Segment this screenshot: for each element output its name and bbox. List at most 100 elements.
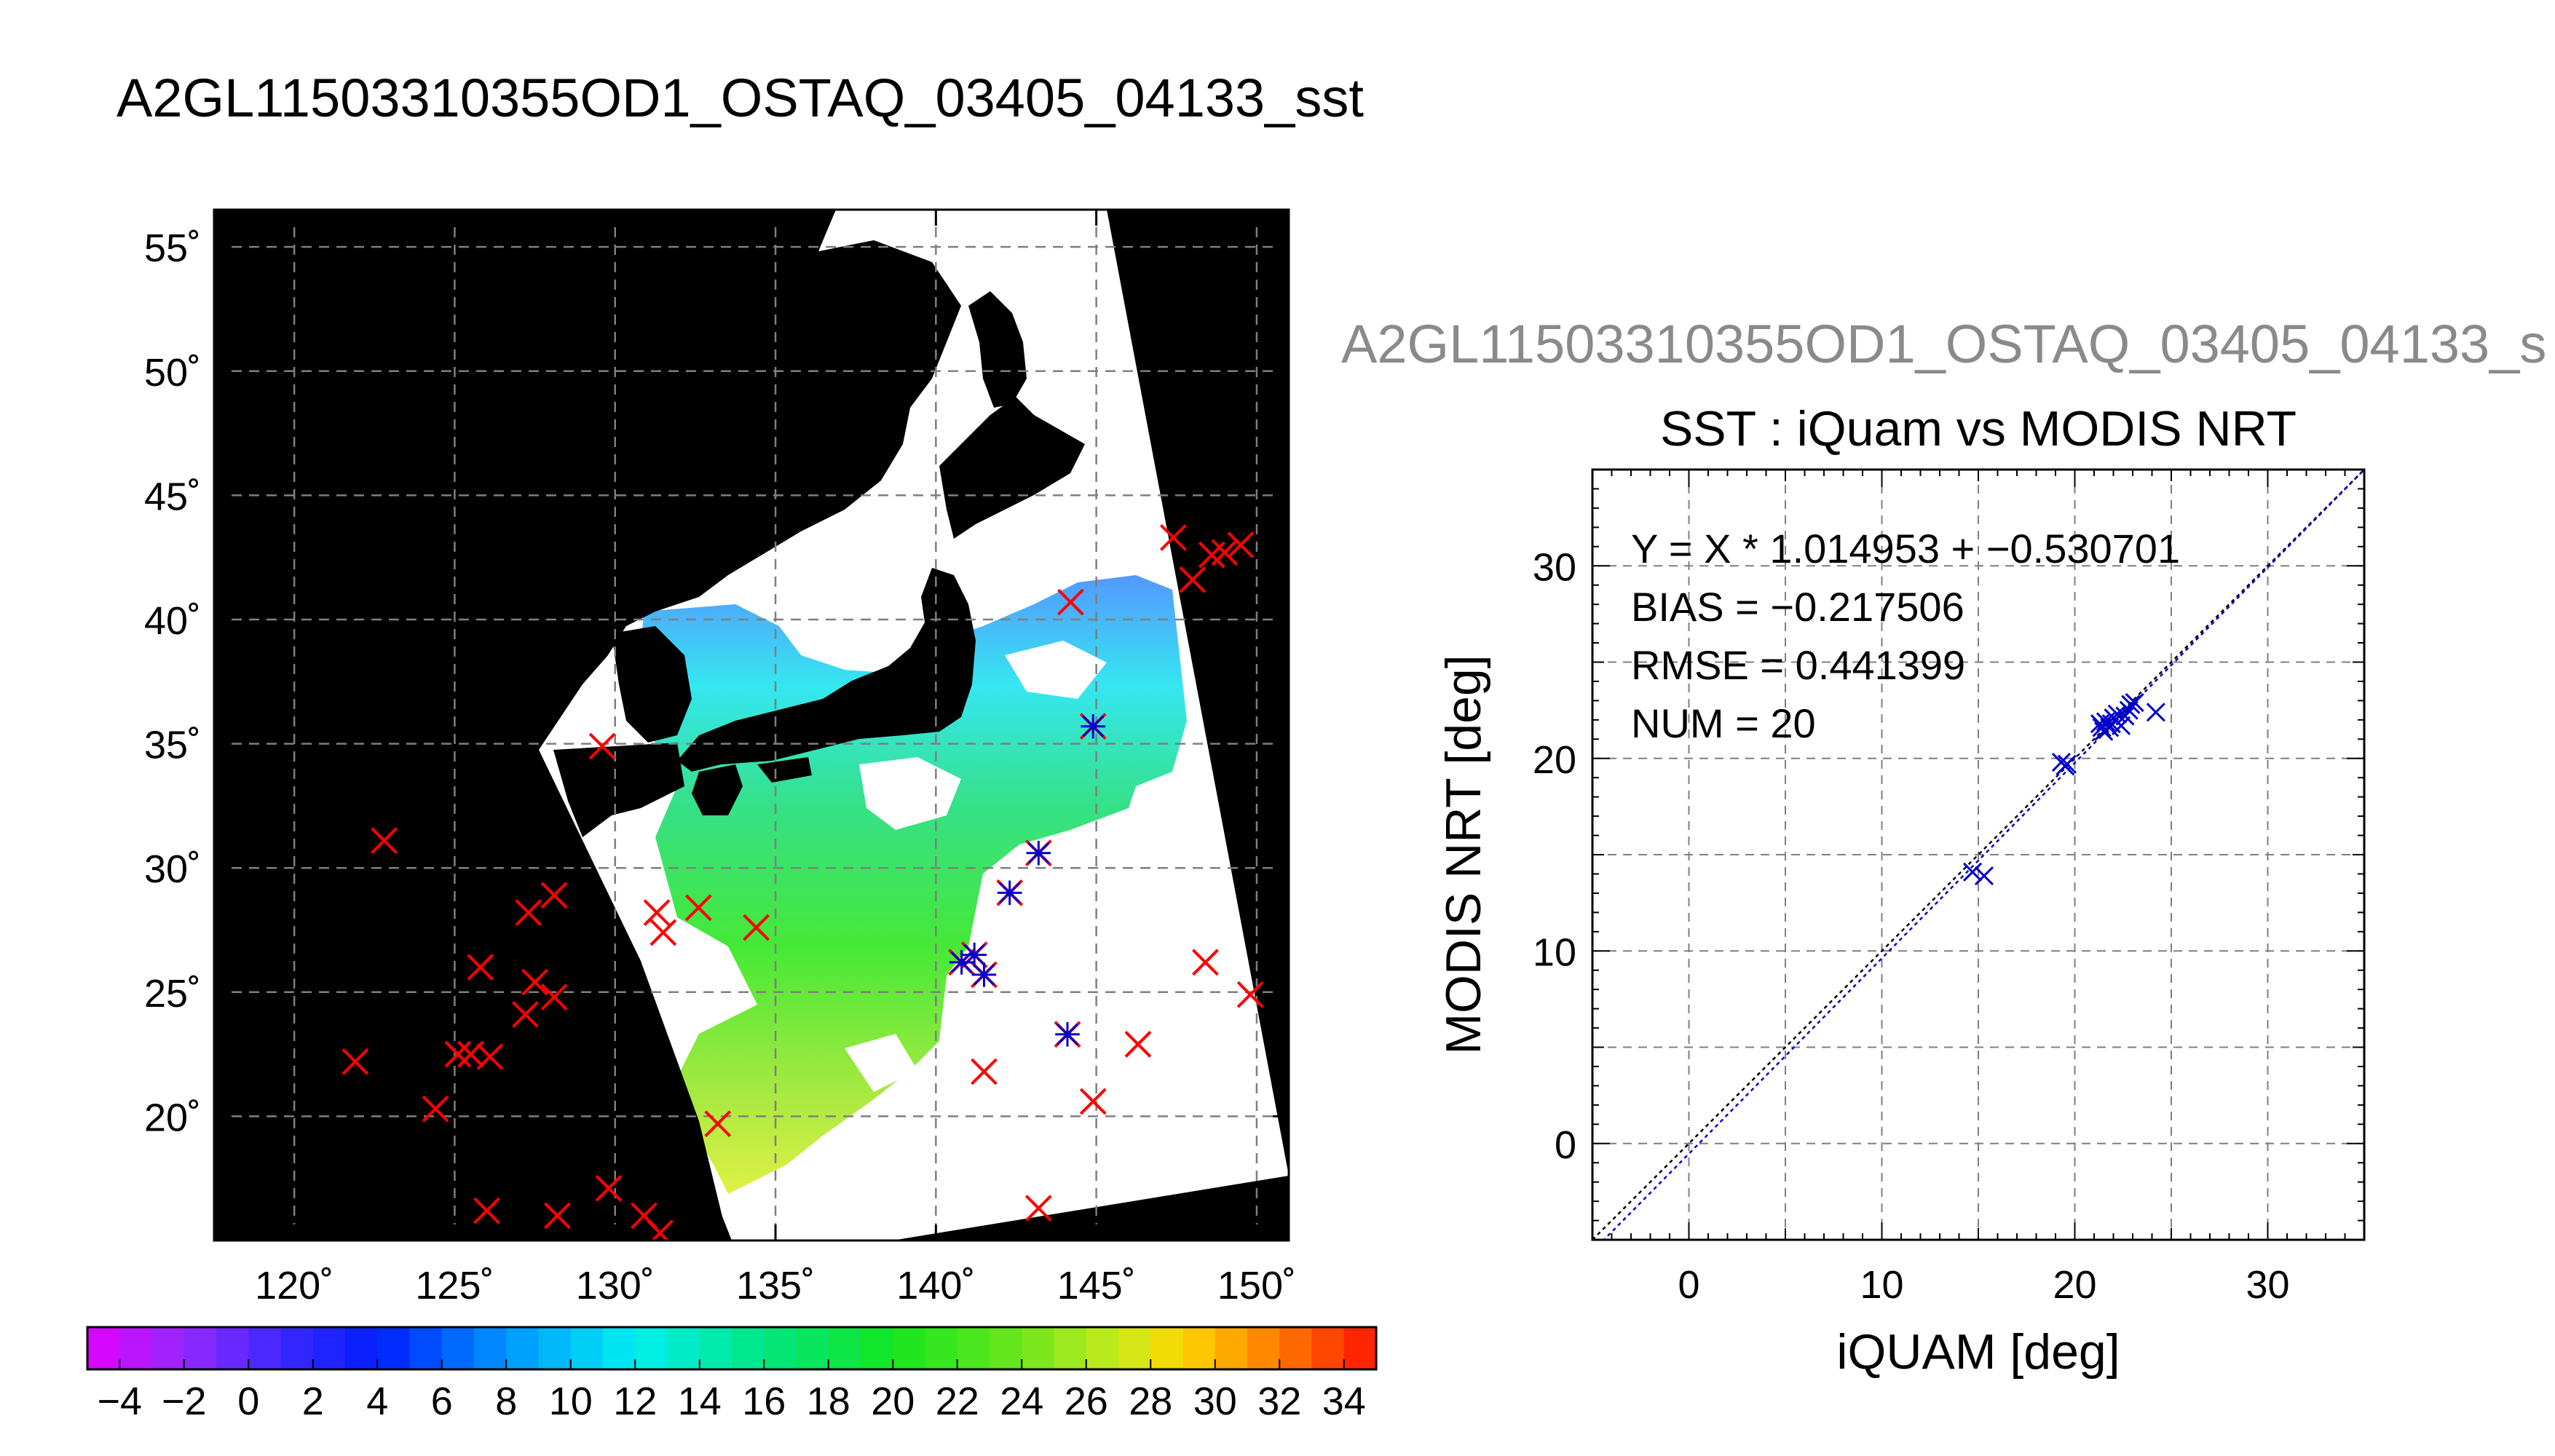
longitude-label: 135˚ [736,1264,815,1307]
colorbar-label: 10 [549,1380,593,1423]
scatter-x-tick-label: 20 [2053,1263,2096,1307]
colorbar-label: 4 [366,1380,388,1423]
sst-map-panel: 20˚ 25˚ 30˚ 35˚ 40˚ 45˚ 50˚ 55˚ 120˚ 125˚ 130˚ 135… [144,208,1296,1307]
colorbar-cell [635,1327,668,1369]
colorbar-cell [183,1327,217,1369]
insitu-marker [1057,588,1084,616]
colorbar-cell [1054,1327,1087,1369]
land-korea [612,626,692,743]
insitu-marker [704,1110,732,1138]
insitu-marker-stroke [521,968,549,996]
colorbar-label: 2 [302,1380,324,1423]
stat-num: NUM = 20 [1631,700,1816,746]
scatter-point-stroke [2146,703,2165,722]
scatter-point-stroke [2104,708,2123,728]
colorbar-cell [248,1327,282,1369]
insitu-marker-stroke [1024,1195,1052,1222]
map-grid [214,210,1289,1241]
colorbar-cell [925,1327,958,1369]
scatter-point-stroke [2100,718,2120,737]
insitu-marker-stroke [1159,523,1187,551]
insitu-marker [515,899,542,927]
colorbar-label: 28 [1129,1380,1172,1423]
latitude-label: 30˚ [144,847,201,891]
colorbar-cell [796,1327,829,1369]
insitu-marker-stroke [630,1202,657,1230]
insitu-marker [544,1202,571,1230]
colorbar-cell [1182,1327,1216,1369]
scatter-title: SST : iQuam vs MODIS NRT [1660,401,2297,456]
colorbar-cell [506,1327,540,1369]
scatter-point [2121,695,2141,714]
colorbar-label: 32 [1257,1380,1301,1423]
insitu-marker-stroke [467,954,494,981]
cloud-patch [845,1034,917,1092]
insitu-marker [647,1219,674,1241]
regression-line [1603,470,2364,1240]
colorbar-cell [1022,1327,1055,1369]
insitu-marker-stroke [650,1219,674,1241]
colorbar-label: 18 [807,1380,850,1423]
matchup-marker [971,962,997,987]
insitu-marker-stroke [1057,588,1084,616]
insitu-marker [1079,1088,1107,1115]
colorbar-label: 0 [237,1380,259,1423]
scatter-point-stroke [2119,700,2139,720]
colorbar-label: 6 [431,1380,453,1423]
matchup-marker [962,942,987,968]
insitu-marker-stroke [1192,949,1219,976]
colorbar-frame [86,1326,1378,1371]
scatter-point-stroke [2092,718,2112,737]
x-axis-label: iQUAM [deg] [1836,1324,2120,1380]
latitude-label: 40˚ [144,599,201,643]
colorbar-cell [1215,1327,1248,1369]
scatter-y-tick-labels: 0 10 20 30 [1533,545,1576,1167]
insitu-marker-stroke [643,899,671,927]
latitude-label: 35˚ [144,724,201,767]
scatter-x-tick-label: 0 [1678,1263,1699,1307]
colorbar-cell [1118,1327,1151,1369]
insitu-marker-stroke [1227,531,1255,559]
scatter-point-stroke [2115,706,2135,726]
longitude-label: 145˚ [1057,1264,1136,1307]
insitu-marker [1159,523,1187,551]
colorbar-cell [216,1327,249,1369]
file-title: A2GL11503310355OD1_OSTAQ_03405_04133_sst [117,68,1364,128]
scatter-point-stroke [1974,866,1994,886]
insitu-marker [643,899,671,927]
scatter-grid [1592,470,2364,1240]
insitu-marker-stroke [684,894,712,922]
land-shikoku [757,757,812,783]
colorbar-cell [957,1327,990,1369]
scatter-point [2092,718,2112,737]
scatter-point-stroke [2125,692,2144,713]
longitude-label: 140˚ [896,1264,975,1307]
insitu-marker-stroke [649,919,677,946]
colorbar-label: 30 [1193,1380,1237,1423]
colorbar-cell [828,1327,861,1369]
scatter-point [2146,703,2165,722]
scatter-point [2119,700,2139,720]
insitu-marker-stroke [511,1001,539,1028]
insitu-marker [649,919,677,946]
scatter-panel: SST : iQuam vs MODIS NRT 0 10 20 30 0 10 20 30… [1436,401,2366,1380]
scatter-x-tick-label: 30 [2246,1263,2289,1307]
colorbar-cell [990,1327,1022,1369]
colorbar-cell [667,1327,700,1369]
insitu-marker-stroke [540,882,568,909]
cloud-patch [983,895,1070,961]
regression-stats: Y = X * 1.014953 + −0.530701 BIAS = −0.2… [1631,526,2180,746]
insitu-marker-stroke [588,732,616,760]
insitu-marker-stroke [1079,1088,1107,1115]
colorbar-cell [345,1327,378,1369]
insitu-marker [521,968,549,996]
colorbar-cell [538,1327,572,1369]
insitu-marker [540,984,568,1011]
colorbar-label: 8 [495,1380,517,1423]
colorbar-cell [441,1327,475,1369]
land-hokkaido [939,397,1085,539]
insitu-marker [511,1001,539,1028]
colorbar-label: 14 [678,1380,722,1423]
insitu-marker [595,1174,623,1202]
